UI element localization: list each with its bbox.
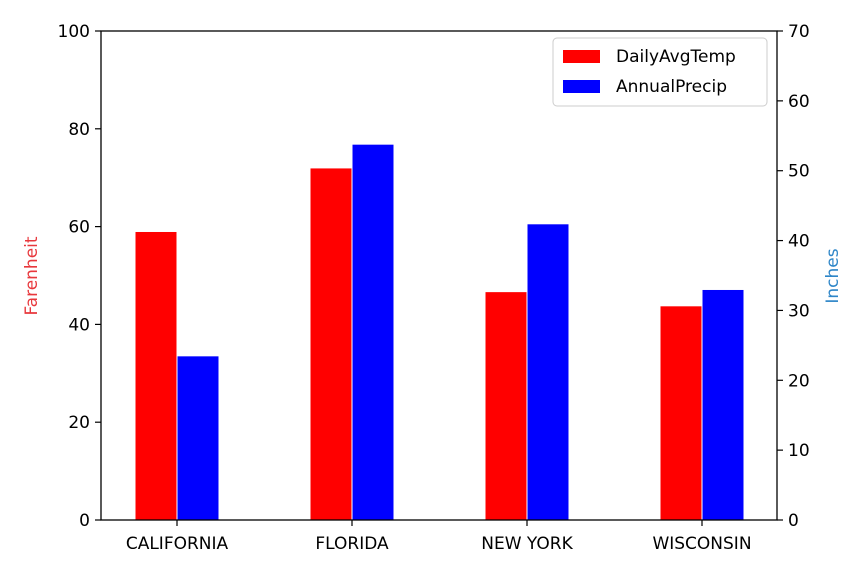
legend-label-annualprecip: AnnualPrecip — [616, 77, 727, 97]
right-y-tick-label: 60 — [788, 92, 810, 112]
x-axis: CALIFORNIA FLORIDA NEW YORK WISCONSIN — [126, 520, 752, 554]
legend: DailyAvgTemp AnnualPrecip — [552, 37, 768, 107]
left-y-tick-label: 100 — [58, 22, 90, 42]
bar-dailyavgtemp-new-york — [484, 291, 528, 521]
right-y-tick-label: 70 — [788, 22, 810, 42]
left-y-tick-label: 20 — [68, 413, 90, 433]
right-y-tick-label: 50 — [788, 162, 810, 182]
right-y-axis: 0 10 20 30 40 50 60 70 — [777, 22, 810, 531]
bar-annualprecip-new-york — [526, 223, 570, 521]
legend-box — [552, 37, 768, 107]
bar-dailyavgtemp-california — [134, 230, 178, 521]
bars-group — [134, 143, 745, 521]
bar-annualprecip-wisconsin — [701, 288, 745, 521]
right-y-tick-label: 40 — [788, 232, 810, 252]
right-y-tick-label: 0 — [788, 511, 799, 531]
left-y-tick-label: 60 — [68, 218, 90, 238]
legend-swatch-dailyavgtemp — [563, 50, 600, 63]
left-y-tick-label: 80 — [68, 120, 90, 140]
bar-dailyavgtemp-florida — [309, 167, 353, 521]
left-y-tick-label: 0 — [79, 511, 90, 531]
x-tick-label: WISCONSIN — [652, 534, 751, 554]
legend-label-dailyavgtemp: DailyAvgTemp — [616, 47, 736, 67]
bar-annualprecip-florida — [351, 143, 395, 521]
x-tick-label: NEW YORK — [481, 534, 573, 554]
legend-swatch-annualprecip — [563, 80, 600, 93]
right-y-axis-title: Inches — [823, 248, 843, 303]
left-y-axis-title: Farenheit — [22, 236, 42, 315]
x-tick-label: FLORIDA — [315, 534, 389, 554]
left-y-axis: 0 20 40 60 80 100 — [58, 22, 101, 531]
right-y-tick-label: 10 — [788, 441, 810, 461]
plot-frame — [100, 30, 778, 521]
x-tick-label: CALIFORNIA — [126, 534, 229, 554]
right-y-tick-label: 30 — [788, 301, 810, 321]
left-y-tick-label: 40 — [68, 315, 90, 335]
bar-annualprecip-california — [176, 355, 220, 521]
bar-dailyavgtemp-wisconsin — [659, 305, 703, 521]
right-y-tick-label: 20 — [788, 371, 810, 391]
